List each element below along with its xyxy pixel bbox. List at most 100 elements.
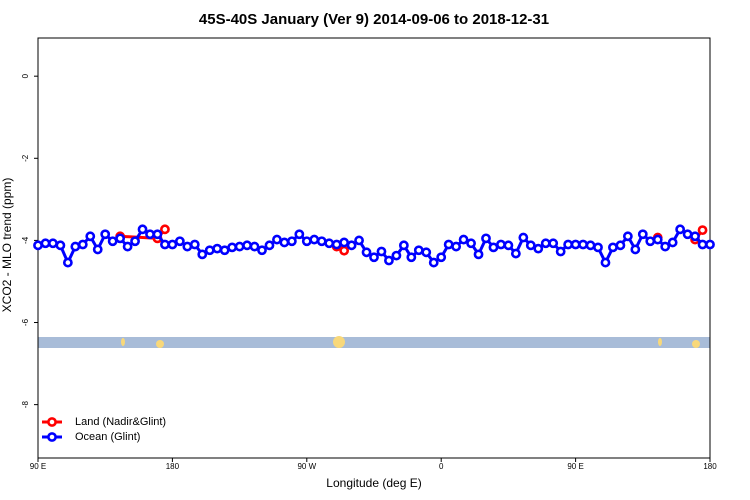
point	[682, 229, 693, 240]
point	[48, 238, 58, 249]
x-tick-label: 90 E	[30, 462, 46, 471]
point	[436, 252, 447, 263]
point	[339, 237, 350, 248]
point	[167, 239, 178, 250]
point	[115, 233, 126, 244]
point	[279, 237, 290, 248]
point	[354, 235, 364, 246]
point	[510, 248, 521, 259]
point	[428, 257, 439, 268]
x-tick-label: 90 E	[567, 462, 583, 471]
legend-marker	[47, 432, 57, 442]
point	[331, 239, 342, 250]
point	[600, 257, 611, 268]
point	[391, 250, 402, 261]
point	[257, 245, 267, 256]
point	[398, 240, 409, 251]
point	[578, 239, 588, 250]
point	[272, 234, 282, 245]
point	[137, 224, 148, 235]
y-axis-label: XCO2 - MLO trend (ppm)	[0, 178, 14, 313]
point	[234, 241, 245, 252]
point	[152, 229, 163, 240]
point	[637, 229, 648, 240]
point	[339, 245, 350, 256]
y-tick-label: -6	[21, 318, 30, 326]
point	[548, 238, 559, 249]
point	[107, 236, 118, 247]
point	[160, 239, 170, 250]
point	[421, 247, 432, 258]
point	[301, 236, 312, 247]
point	[376, 246, 387, 257]
point	[585, 240, 596, 251]
point	[518, 232, 529, 243]
point	[309, 234, 320, 245]
point	[451, 241, 462, 252]
point	[324, 238, 335, 249]
point	[55, 240, 66, 251]
point	[242, 240, 252, 251]
point	[675, 224, 686, 235]
point	[525, 240, 536, 251]
point	[443, 239, 454, 250]
x-tick-label: 90 W	[297, 462, 316, 471]
point	[406, 252, 417, 263]
x-axis-label: Longitude (deg E)	[326, 476, 421, 490]
chart-title: 45S-40S January (Ver 9) 2014-09-06 to 20…	[199, 11, 549, 28]
point	[189, 239, 200, 250]
point	[555, 246, 566, 257]
point	[77, 239, 88, 250]
x-tick-label: 0	[439, 462, 444, 471]
point	[316, 236, 327, 247]
point	[645, 236, 656, 247]
point	[286, 236, 297, 247]
point	[667, 237, 678, 248]
point	[697, 239, 708, 250]
point	[630, 244, 641, 255]
point	[160, 224, 170, 235]
point	[62, 257, 73, 268]
point	[33, 240, 43, 251]
point	[384, 255, 394, 266]
point	[608, 242, 618, 253]
point	[249, 241, 260, 252]
point	[85, 231, 96, 242]
point	[369, 252, 379, 263]
point	[481, 233, 491, 244]
point	[593, 242, 603, 253]
point	[182, 241, 193, 252]
point	[705, 239, 715, 250]
point	[496, 239, 506, 250]
point	[413, 245, 424, 256]
land-ocean-strip	[38, 336, 710, 348]
point	[361, 247, 372, 258]
legend-label: Ocean (Glint)	[75, 431, 140, 443]
point	[473, 249, 484, 260]
y-tick-label: -8	[21, 401, 30, 409]
point	[570, 239, 581, 250]
point	[346, 240, 357, 251]
y-tick-label: -2	[21, 154, 30, 162]
point	[563, 239, 574, 250]
point	[197, 249, 208, 260]
point	[227, 242, 238, 253]
point	[294, 229, 305, 240]
point	[212, 243, 223, 254]
point	[660, 241, 671, 252]
x-tick-label: 180	[703, 462, 717, 471]
point	[622, 231, 633, 242]
point	[130, 236, 140, 247]
point	[145, 229, 155, 240]
point	[458, 234, 469, 245]
point	[690, 231, 700, 242]
point	[615, 240, 626, 251]
point	[503, 240, 514, 251]
point	[70, 241, 81, 252]
point	[122, 241, 133, 252]
legend-marker	[47, 417, 57, 427]
point	[652, 234, 663, 245]
point	[540, 238, 551, 249]
legend-label: Land (Nadir&Glint)	[75, 416, 166, 428]
